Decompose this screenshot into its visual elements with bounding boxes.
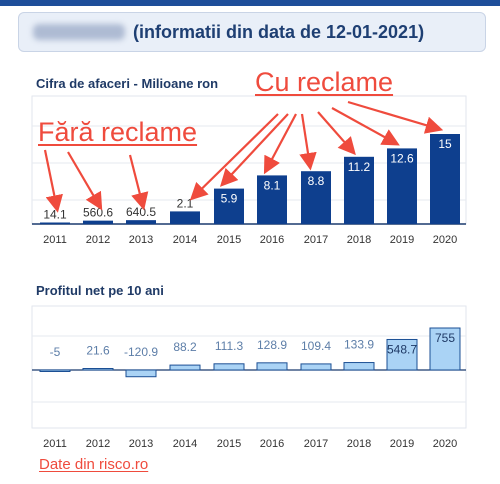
- revenue-x-tick: 2011: [43, 234, 67, 246]
- revenue-value-label: 560.6: [83, 206, 113, 220]
- revenue-x-tick: 2012: [86, 234, 110, 246]
- arrow-without-ads: [128, 154, 149, 211]
- profit-value-label: 755: [435, 331, 455, 345]
- arrow-without-ads: [67, 151, 103, 211]
- annotation-without-ads: Fără reclame: [38, 117, 198, 147]
- profit-value-label: -5: [50, 345, 61, 359]
- revenue-value-label: 15: [438, 137, 452, 151]
- revenue-x-tick: 2019: [390, 234, 414, 246]
- profit-x-tick: 2016: [260, 438, 284, 450]
- header-date-text: (informatii din data de 12-01-2021): [133, 22, 425, 42]
- profit-x-tick: 2011: [43, 438, 67, 450]
- revenue-value-label: 12.6: [390, 151, 414, 165]
- revenue-bar-2016: [257, 175, 287, 224]
- arrow-with-ads: [189, 113, 279, 201]
- revenue-value-label: 8.1: [264, 178, 281, 192]
- data-source-link[interactable]: Date din risco.ro: [39, 456, 149, 473]
- revenue-value-label: 11.2: [348, 160, 371, 174]
- revenue-value-label: 640.5: [126, 205, 156, 219]
- revenue-chart-title: Cifra de afaceri - Milioane ron: [36, 76, 219, 91]
- profit-value-label: 548.7: [387, 342, 417, 356]
- profit-value-label: 133.9: [344, 338, 374, 352]
- profit-bar-2012: [82, 368, 114, 371]
- profit-x-tick: 2014: [173, 438, 197, 450]
- revenue-value-label: 5.9: [221, 192, 238, 206]
- revenue-bar-2015: [214, 188, 244, 224]
- arrow-with-ads: [331, 107, 400, 146]
- profit-chart-title: Profitul net pe 10 ani: [36, 283, 164, 298]
- revenue-x-tick: 2013: [129, 234, 153, 246]
- profit-value-label: 88.2: [173, 340, 197, 354]
- arrow-with-ads: [299, 113, 317, 171]
- profit-bar-2013: [125, 369, 157, 378]
- arrow-without-ads: [43, 149, 63, 213]
- profit-bar-2019: [386, 338, 418, 371]
- revenue-bar-2017: [301, 171, 331, 224]
- top-accent-bar: [0, 0, 500, 6]
- profit-value-label: 128.9: [257, 338, 287, 352]
- profit-bar-2014: [169, 364, 201, 371]
- revenue-bar-2018: [344, 156, 374, 224]
- annotation-with-ads: Cu reclame: [255, 67, 394, 97]
- blurred-company-name: [33, 24, 125, 40]
- profit-value-label: 109.4: [301, 339, 331, 353]
- revenue-bar-2013: [126, 220, 156, 224]
- profit-x-tick: 2017: [304, 438, 328, 450]
- arrow-with-ads: [219, 113, 289, 187]
- revenue-x-tick: 2018: [347, 234, 371, 246]
- revenue-value-label: 2.1: [177, 196, 194, 210]
- profit-x-tick: 2019: [390, 438, 414, 450]
- revenue-bar-2019: [387, 148, 417, 224]
- profit-x-tick: 2020: [433, 438, 457, 450]
- profit-bar-2015: [213, 363, 245, 371]
- profit-bar-2018: [343, 362, 375, 371]
- profit-bar-2020: [429, 327, 461, 371]
- revenue-value-label: 8.8: [308, 174, 325, 188]
- revenue-bar-2020: [430, 134, 460, 224]
- info-header: (informatii din data de 12-01-2021): [18, 12, 486, 52]
- profit-value-label: 111.3: [215, 339, 244, 353]
- profit-x-tick: 2012: [86, 438, 110, 450]
- revenue-x-tick: 2016: [260, 234, 284, 246]
- profit-x-tick: 2015: [217, 438, 241, 450]
- revenue-x-tick: 2014: [173, 234, 197, 246]
- profit-bar-2017: [300, 363, 332, 371]
- revenue-bar-2014: [170, 211, 200, 224]
- profit-x-tick: 2013: [129, 438, 153, 450]
- profit-x-tick: 2018: [347, 438, 371, 450]
- revenue-value-label: 14.1: [43, 208, 67, 222]
- revenue-x-tick: 2015: [217, 234, 241, 246]
- arrow-with-ads: [317, 111, 356, 156]
- profit-value-label: 21.6: [86, 344, 110, 358]
- revenue-bar-2011: [40, 222, 70, 224]
- profit-value-label: -120.9: [124, 345, 158, 359]
- arrow-with-ads: [263, 113, 297, 175]
- arrow-with-ads: [347, 100, 444, 134]
- profit-bar-2016: [256, 362, 288, 371]
- revenue-x-tick: 2020: [433, 234, 457, 246]
- revenue-bar-2012: [83, 220, 113, 224]
- profit-bar-2011: [39, 369, 71, 372]
- revenue-x-tick: 2017: [304, 234, 328, 246]
